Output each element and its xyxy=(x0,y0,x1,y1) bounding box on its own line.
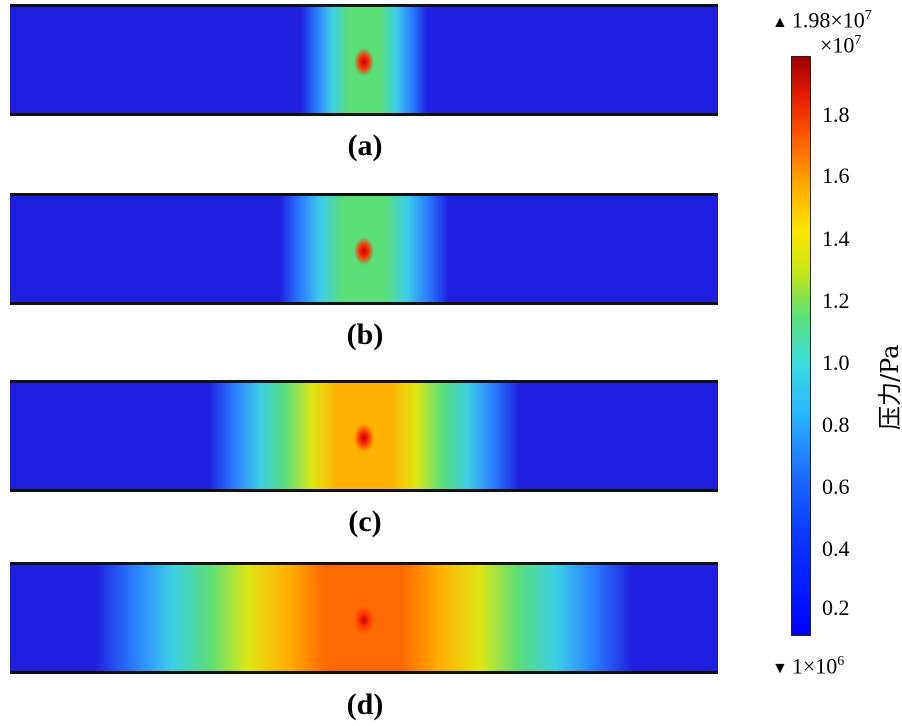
tick-label: 1.2 xyxy=(822,288,850,313)
tick-label: 0.4 xyxy=(822,536,850,561)
panel-label-a: (a) xyxy=(347,129,383,162)
tick-label: 1.8 xyxy=(822,102,850,127)
panel-label-c: (c) xyxy=(348,505,382,538)
pressure-panel-b xyxy=(10,193,718,305)
tick-label: 0.2 xyxy=(822,595,850,620)
panel-label-b: (b) xyxy=(346,318,384,351)
panel-label-d: (d) xyxy=(346,688,384,721)
triangle-down-icon: ▼ xyxy=(772,660,788,678)
colorbar-title: 压力/Pa xyxy=(876,344,902,430)
colorbar-multiplier: ×107 xyxy=(820,32,862,58)
tick-label: 0.8 xyxy=(822,412,850,437)
pressure-panel-a xyxy=(10,4,718,116)
pressure-panel-d xyxy=(10,562,718,674)
triangle-up-icon: ▲ xyxy=(772,14,788,32)
tick-label: 1.6 xyxy=(822,163,850,188)
colorbar-min-label: ▼ 1×106 xyxy=(772,653,845,679)
pressure-panel-c xyxy=(10,380,718,492)
tick-label: 1.4 xyxy=(822,226,850,251)
colorbar-max-label: ▲ 1.98×107 xyxy=(772,7,872,33)
colorbar xyxy=(791,56,811,636)
tick-label: 1.0 xyxy=(822,350,850,375)
tick-label: 0.6 xyxy=(822,474,850,499)
